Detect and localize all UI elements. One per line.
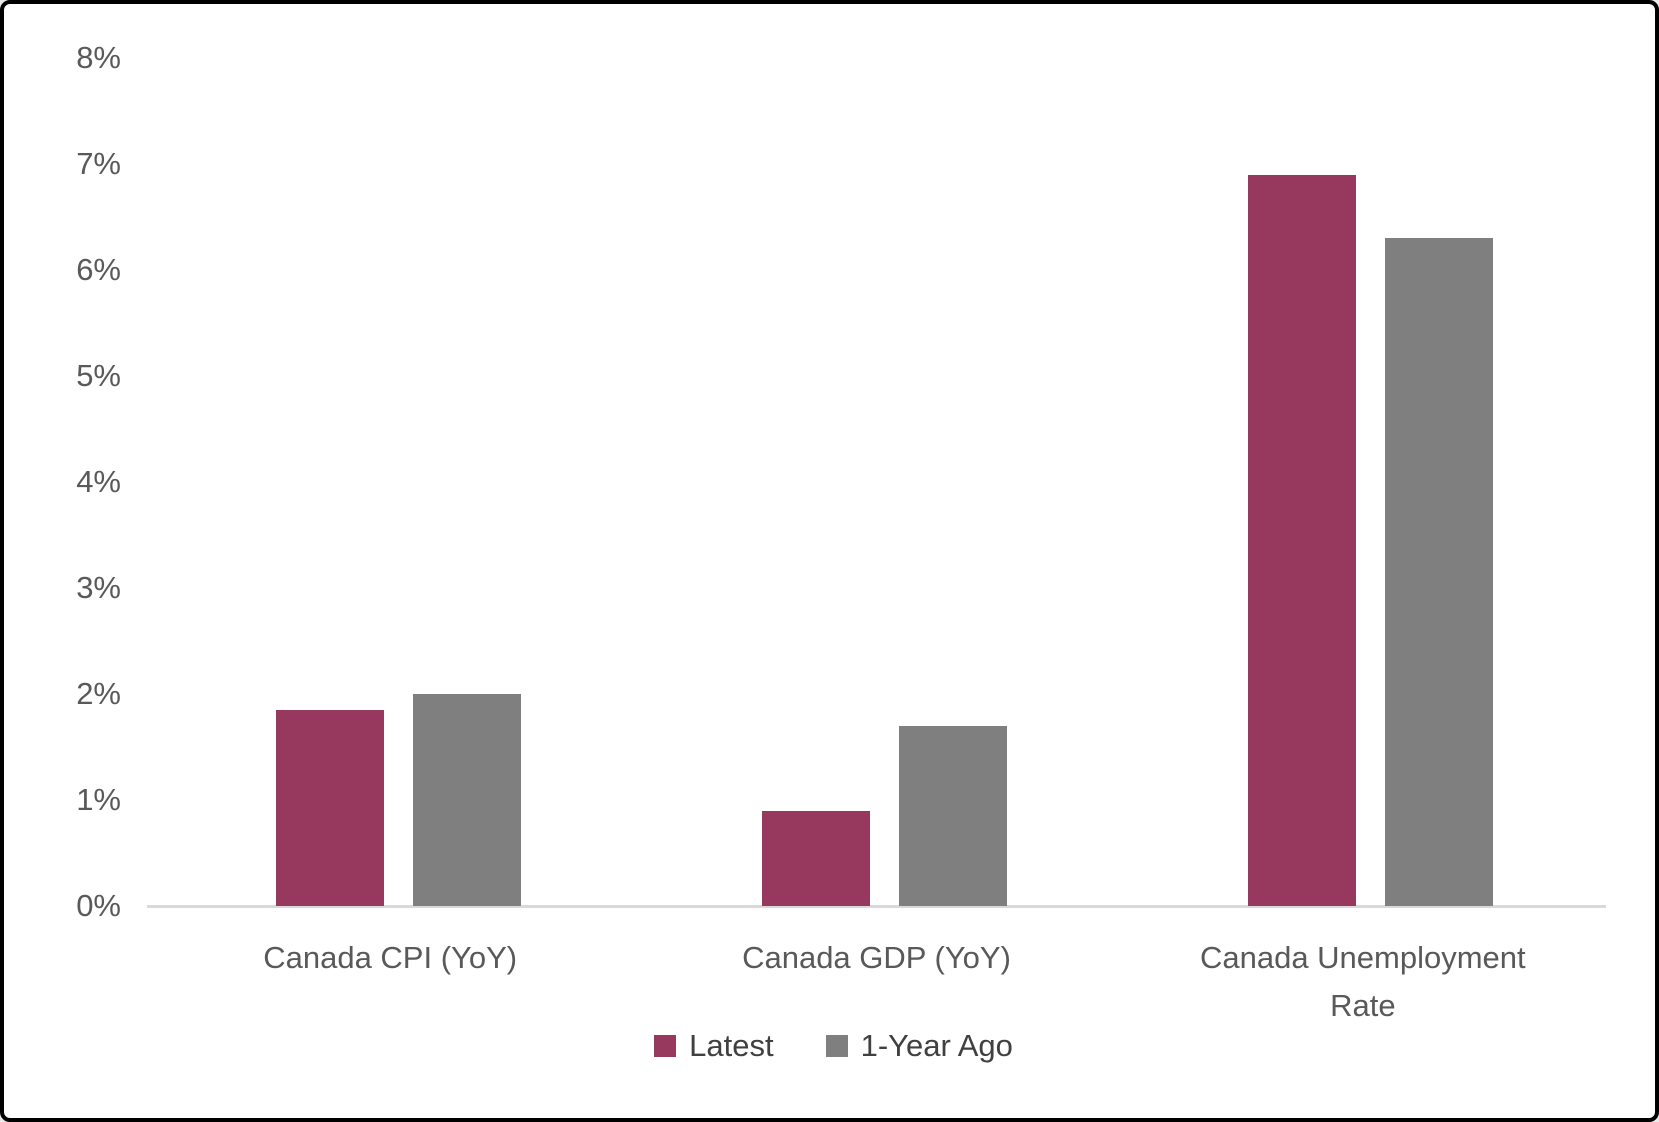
- category-label-canada-cpi-yoy: Canada CPI (YoY): [263, 940, 518, 975]
- legend-swatch-icon: [825, 1035, 848, 1057]
- y-tick-label-8: 8%: [76, 40, 121, 75]
- bar-latest-canada-unemployment-rate: [1248, 174, 1357, 906]
- bar-latest-canada-gdp-yoy: [762, 810, 870, 906]
- y-tick-label-1: 1%: [76, 782, 121, 817]
- category-label-canada-gdp-yoy: Canada GDP (YoY): [742, 940, 1011, 975]
- y-tick-label-7: 7%: [76, 146, 121, 181]
- bar-1-year-ago-canada-cpi-yoy: [412, 694, 521, 906]
- category-label-canada-unemployment-rate: Canada Unemployment Rate: [1199, 940, 1526, 1023]
- y-tick-label-0: 0%: [76, 888, 121, 923]
- legend-item-latest: Latest: [654, 1028, 774, 1064]
- bar-1-year-ago-canada-unemployment-rate: [1385, 238, 1494, 906]
- legend-label: Latest: [689, 1028, 774, 1063]
- y-tick-label-3: 3%: [76, 570, 121, 605]
- bar-1-year-ago-canada-gdp-yoy: [899, 725, 1007, 906]
- plot-area: 0% 1% 2% 3% 4% 5% 6% 7% 8% Canada CPI (YoY) Canad…: [4, 4, 1655, 1118]
- y-tick-label-5: 5%: [76, 358, 121, 393]
- y-tick-label-4: 4%: [76, 464, 121, 499]
- legend: Latest 1-Year Ago: [4, 1028, 1655, 1064]
- legend-item-1-year-ago: 1-Year Ago: [825, 1028, 1013, 1064]
- y-tick-label-6: 6%: [76, 252, 121, 287]
- x-axis-line: [147, 905, 1606, 908]
- legend-swatch-icon: [654, 1035, 677, 1057]
- legend-label: 1-Year Ago: [860, 1028, 1013, 1063]
- bar-latest-canada-cpi-yoy: [275, 709, 384, 906]
- y-tick-label-2: 2%: [76, 676, 121, 711]
